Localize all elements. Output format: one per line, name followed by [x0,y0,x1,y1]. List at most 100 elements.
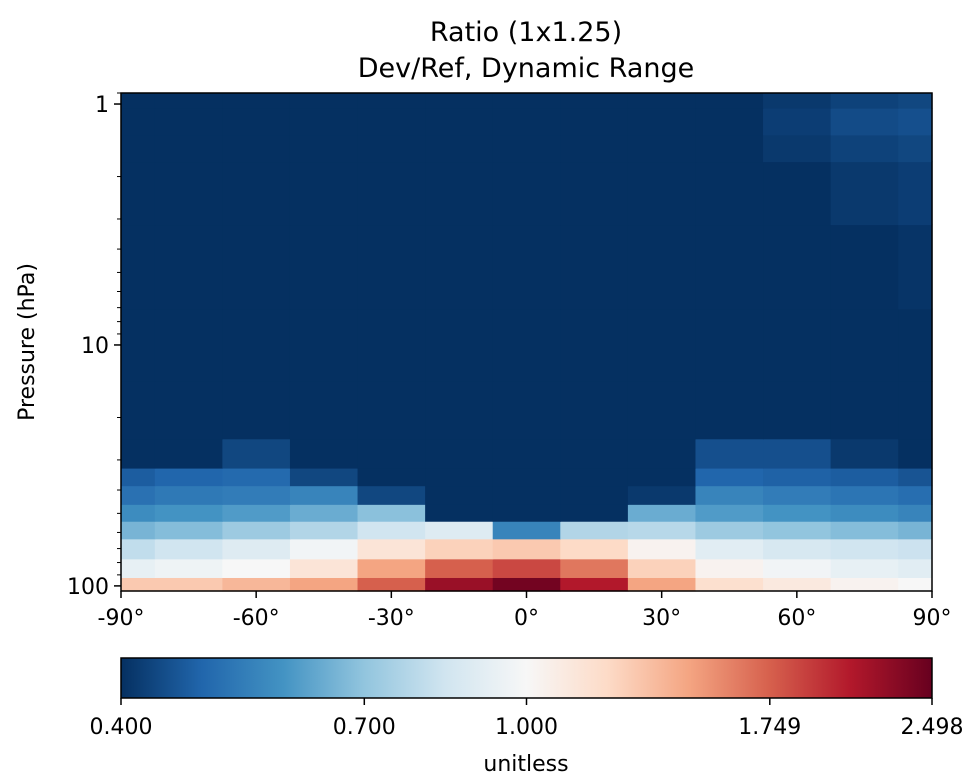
heatmap-cell [154,504,223,522]
heatmap-cell [425,504,494,522]
heatmap-cell [222,504,291,522]
x-tick-label: 30° [642,606,681,631]
x-tick-label: -60° [233,606,280,631]
heatmap-cell [222,538,291,560]
heatmap-cell [560,438,629,469]
heatmap-cell [121,93,156,109]
heatmap-cell [492,108,561,136]
heatmap-cell [763,521,832,540]
y-axis: 1 10 100 [67,92,121,600]
heatmap-cell [695,504,764,522]
heatmap-cell [627,134,697,163]
heatmap-cell [560,381,629,440]
heatmap-cell [695,538,764,560]
heatmap-cell [121,438,156,469]
heatmap-cell [898,521,933,540]
heatmap-cell [627,521,697,540]
heatmap-cell [627,558,697,578]
heatmap-cell [154,467,223,487]
heatmap-cell [121,521,156,540]
heatmap-cell [357,308,426,382]
heatmap-cell [222,93,291,109]
heatmap-cell [695,521,764,540]
heatmap-cell [560,504,629,522]
colorbar-tick-label: 0.700 [333,715,396,740]
heatmap-cell [289,308,359,382]
heatmap-cell [154,558,223,578]
heatmap-cell [560,308,629,382]
heatmap-cell [121,134,156,163]
heatmap-cell [425,577,494,592]
heatmap-cell [830,504,899,522]
heatmap-cell [898,438,933,469]
heatmap-cell [425,438,494,469]
heatmap-cell [898,381,933,440]
heatmap-cell [154,577,223,592]
heatmap-cell [289,521,359,540]
heatmap-cell [154,308,223,382]
heatmap-cell [763,467,832,487]
heatmap-cell [425,224,494,310]
heatmap-cell [830,381,899,440]
heatmap-cell [763,504,832,522]
heatmap-cell [560,538,629,560]
heatmap-cell [154,485,223,505]
heatmap-cell [898,93,933,109]
heatmap-cell [357,504,426,522]
heatmap-cell [357,577,426,592]
heatmap-cell [357,467,426,487]
x-tick-label: 60° [777,606,816,631]
heatmap-cell [627,577,697,592]
heatmap-cell [222,224,291,310]
heatmap-cell [222,577,291,592]
heatmap-cell [763,224,832,310]
x-tick-label: 90° [913,606,952,631]
colorbar [120,657,933,699]
heatmap-cell [357,558,426,578]
heatmap-cell [289,538,359,560]
heatmap-cell [898,161,933,226]
heatmap-cell [121,381,156,440]
heatmap-cell [121,558,156,578]
heatmap-cell [357,161,426,226]
y-axis-label: Pressure (hPa) [15,263,40,421]
heatmap-cell [289,134,359,163]
heatmap-cell [763,438,832,469]
heatmap-cell [222,308,291,382]
heatmap-cell [695,577,764,592]
heatmap-cell [154,161,223,226]
heatmap-cell [289,224,359,310]
heatmap-cell [560,93,629,109]
colorbar-tick-label: 1.749 [738,715,801,740]
heatmap-cell [121,467,156,487]
heatmap-cell [898,108,933,136]
heatmap-cell [830,438,899,469]
heatmap-cell [357,224,426,310]
heatmap-cell [560,577,629,592]
heatmap-cells [121,93,933,592]
heatmap-cell [695,438,764,469]
heatmap-cell [154,381,223,440]
heatmap-cell [222,108,291,136]
heatmap-cell [357,538,426,560]
heatmap-cell [763,108,832,136]
heatmap-cell [830,485,899,505]
heatmap-cell [222,161,291,226]
heatmap-cell [695,224,764,310]
heatmap-cell [695,308,764,382]
heatmap-cell [830,108,899,136]
heatmap-cell [627,504,697,522]
heatmap-cell [627,538,697,560]
heatmap-cell [560,108,629,136]
heatmap-cell [695,108,764,136]
heatmap-cell [898,467,933,487]
heatmap-cell [898,504,933,522]
heatmap-cell [425,381,494,440]
heatmap-cell [898,577,933,592]
heatmap-cell [695,93,764,109]
heatmap-cell [425,521,494,540]
heatmap-cell [763,134,832,163]
heatmap-cell [492,161,561,226]
heatmap-cell [560,558,629,578]
heatmap-cell [492,308,561,382]
